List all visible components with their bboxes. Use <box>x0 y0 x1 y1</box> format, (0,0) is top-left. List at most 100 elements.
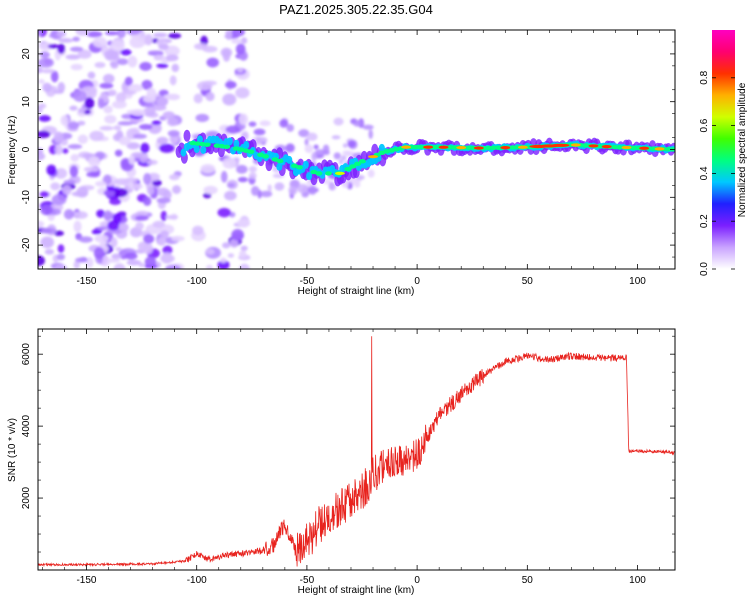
ridge-scatter-blob <box>306 132 318 141</box>
ridge-core <box>203 142 211 147</box>
ridge-scatter-blob <box>256 136 268 144</box>
noise-blob <box>50 70 59 83</box>
ridge-cyan <box>200 145 207 154</box>
noise-blob <box>152 32 168 38</box>
noise-blob <box>38 152 46 161</box>
ridge-core <box>417 144 425 150</box>
ridge-cyan <box>226 137 233 146</box>
noise-blob <box>114 149 123 157</box>
noise-blob <box>118 136 131 146</box>
noise-blob <box>86 31 103 38</box>
noise-blob <box>196 81 213 91</box>
noise-blob <box>117 30 126 39</box>
snr-y-axis-label: SNR (10 * v/v) <box>7 418 18 482</box>
ridge-scatter-blob <box>260 190 273 198</box>
colorbar-tick-label: 0.2 <box>699 214 710 228</box>
noise-blob <box>61 148 69 154</box>
noise-blob <box>129 36 146 49</box>
noise-blob <box>139 61 152 71</box>
noise-blob <box>227 183 236 188</box>
noise-blob <box>193 43 209 50</box>
ridge-peak <box>401 145 412 149</box>
noise-blob <box>94 62 106 68</box>
ridge-scatter-blob <box>279 119 289 128</box>
spectrogram-y-axis-label: Frequency (Hz) <box>7 116 18 185</box>
noise-blob <box>77 120 86 126</box>
y-tick-label: 6000 <box>21 343 32 366</box>
noise-blob <box>40 236 55 249</box>
ridge-core <box>276 158 284 164</box>
ridge-core <box>358 159 366 164</box>
noise-blob <box>75 30 90 36</box>
noise-blob <box>97 98 105 109</box>
noise-blob <box>115 247 122 252</box>
noise-blob <box>142 243 154 255</box>
x-tick-label: 0 <box>414 575 420 586</box>
noise-blob <box>130 152 144 159</box>
noise-blob <box>222 93 237 106</box>
noise-blob <box>129 117 145 123</box>
noise-blob <box>160 254 175 263</box>
noise-blob <box>167 93 181 101</box>
noise-blob <box>109 197 122 205</box>
noise-blob <box>88 156 101 167</box>
noise-blob <box>38 105 43 114</box>
noise-blob <box>117 121 134 126</box>
noise-blob <box>89 130 104 142</box>
spectrogram-y-tick-labels: -20 -10 0 10 20 <box>21 48 32 252</box>
ridge-scatter-blob <box>253 128 266 136</box>
noise-blob <box>92 36 107 48</box>
figure-title: PAZ1.2025.305.22.35.G04 <box>279 2 433 17</box>
noise-blob <box>54 264 67 269</box>
ridge-scatter-blob <box>248 121 257 127</box>
y-tick-label: 0 <box>21 146 32 152</box>
noise-blob <box>152 220 166 228</box>
noise-blob <box>235 43 246 55</box>
noise-blob <box>54 144 63 156</box>
noise-blob <box>240 245 248 251</box>
noise-blob <box>38 255 45 267</box>
noise-blob <box>63 209 74 220</box>
noise-blob <box>75 257 87 263</box>
spectrogram-x-tick-labels: -150 -100 -50 0 50 100 <box>76 276 646 287</box>
y-tick-label: 4000 <box>21 415 32 438</box>
noise-blob <box>222 49 231 62</box>
spectrogram-frame <box>37 29 676 270</box>
ridge-peak <box>570 143 581 147</box>
noise-blob <box>111 100 127 109</box>
noise-blob <box>118 223 129 232</box>
noise-blob <box>69 46 84 52</box>
noise-blob <box>42 82 52 93</box>
noise-blob <box>38 115 51 122</box>
noise-blob <box>222 242 231 249</box>
noise-blob <box>171 235 185 242</box>
ridge-peak <box>621 145 632 150</box>
noise-blob <box>156 136 169 145</box>
colorbar-ticks: 0.0 0.2 0.4 0.6 0.8 <box>699 70 735 276</box>
noise-blob <box>229 238 239 248</box>
x-tick-label: 50 <box>522 575 534 586</box>
noise-blob <box>54 168 68 179</box>
noise-blob <box>38 220 45 228</box>
ridge-peak <box>551 143 570 147</box>
noise-blob <box>158 89 169 97</box>
noise-blob <box>146 186 155 195</box>
ridge-cyan <box>233 139 240 148</box>
ridge-peak <box>654 147 665 151</box>
noise-blob <box>141 79 153 90</box>
ridge-envelope <box>371 143 379 156</box>
noise-blob <box>83 166 99 173</box>
ridge-scatter-blob <box>304 138 309 146</box>
noise-blob <box>93 247 105 260</box>
ridge-core <box>412 144 420 150</box>
noise-blob <box>167 117 179 127</box>
noise-blob <box>103 212 116 220</box>
noise-blob <box>236 68 244 73</box>
noise-blob <box>157 237 167 246</box>
noise-blob <box>236 218 251 228</box>
noise-blob <box>220 170 228 183</box>
noise-blob <box>156 63 169 69</box>
noise-blob <box>126 259 142 266</box>
ridge-cyan <box>180 148 187 157</box>
y-tick-label: -20 <box>21 237 32 252</box>
